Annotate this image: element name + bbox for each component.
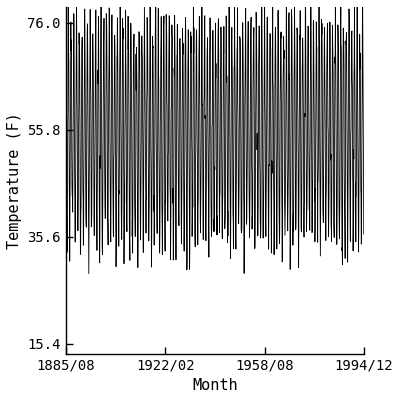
X-axis label: Month: Month <box>192 378 238 393</box>
Y-axis label: Temperature (F): Temperature (F) <box>7 112 22 249</box>
